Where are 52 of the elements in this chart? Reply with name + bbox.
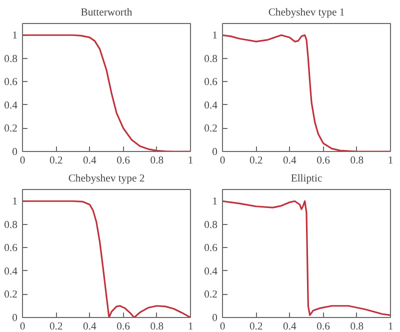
y-tick-label: 0.4: [4, 266, 18, 278]
chart-title: Elliptic: [290, 174, 322, 184]
x-tick-label: 0: [220, 322, 226, 332]
y-tick-label: 0.4: [204, 266, 218, 278]
x-tick-label: 0.2: [249, 322, 263, 332]
y-tick-label: 0.2: [204, 290, 218, 301]
x-tick-label: 0.4: [283, 156, 298, 166]
chart-title: Chebyshev type 1: [268, 8, 345, 18]
x-tick-label: 0.8: [150, 156, 164, 166]
y-tick-label: 1: [212, 196, 218, 208]
x-tick-label: 0: [20, 156, 26, 166]
y-tick-label: 1: [12, 30, 18, 42]
y-tick-label: 0: [12, 313, 18, 324]
y-tick-label: 0.6: [204, 243, 218, 254]
y-tick-label: 0.6: [4, 77, 18, 88]
y-tick-label: 0.6: [204, 77, 218, 88]
y-tick-label: 0: [212, 313, 218, 324]
x-tick-label: 0.6: [116, 322, 131, 332]
y-tick-label: 0.2: [4, 124, 18, 135]
chart-title: Chebyshev type 2: [68, 174, 145, 184]
x-tick-label: 1: [388, 322, 394, 332]
y-tick-label: 0.2: [204, 124, 218, 135]
y-tick-label: 0.2: [4, 290, 18, 301]
x-tick-label: 0.6: [116, 156, 131, 166]
x-tick-label: 0.2: [49, 156, 63, 166]
x-tick-label: 0.6: [316, 322, 331, 332]
chart-title: Butterworth: [80, 8, 133, 18]
y-tick-label: 1: [12, 196, 18, 208]
y-tick-label: 0.6: [4, 243, 18, 254]
x-tick-label: 0.2: [49, 322, 63, 332]
x-tick-label: 0.8: [350, 156, 364, 166]
x-tick-label: 1: [388, 156, 394, 166]
x-tick-label: 0.2: [249, 156, 263, 166]
x-tick-label: 0.4: [283, 322, 298, 332]
y-tick-label: 0.8: [204, 54, 218, 65]
x-tick-label: 0: [20, 322, 26, 332]
y-tick-label: 0.8: [4, 220, 18, 231]
x-tick-label: 0: [220, 156, 226, 166]
x-tick-label: 1: [188, 156, 194, 166]
y-tick-label: 0.8: [4, 54, 18, 65]
x-tick-label: 0.8: [150, 322, 164, 332]
y-tick-label: 0: [212, 147, 218, 158]
y-tick-label: 0.8: [204, 220, 218, 231]
x-tick-label: 1: [188, 322, 194, 332]
x-tick-label: 0.4: [83, 322, 98, 332]
x-tick-label: 0.6: [316, 156, 331, 166]
x-tick-label: 0.8: [350, 322, 364, 332]
y-tick-label: 1: [212, 30, 218, 42]
y-tick-label: 0.4: [4, 100, 18, 112]
y-tick-label: 0: [12, 147, 18, 158]
x-tick-label: 0.4: [83, 156, 98, 166]
y-tick-label: 0.4: [204, 100, 218, 112]
